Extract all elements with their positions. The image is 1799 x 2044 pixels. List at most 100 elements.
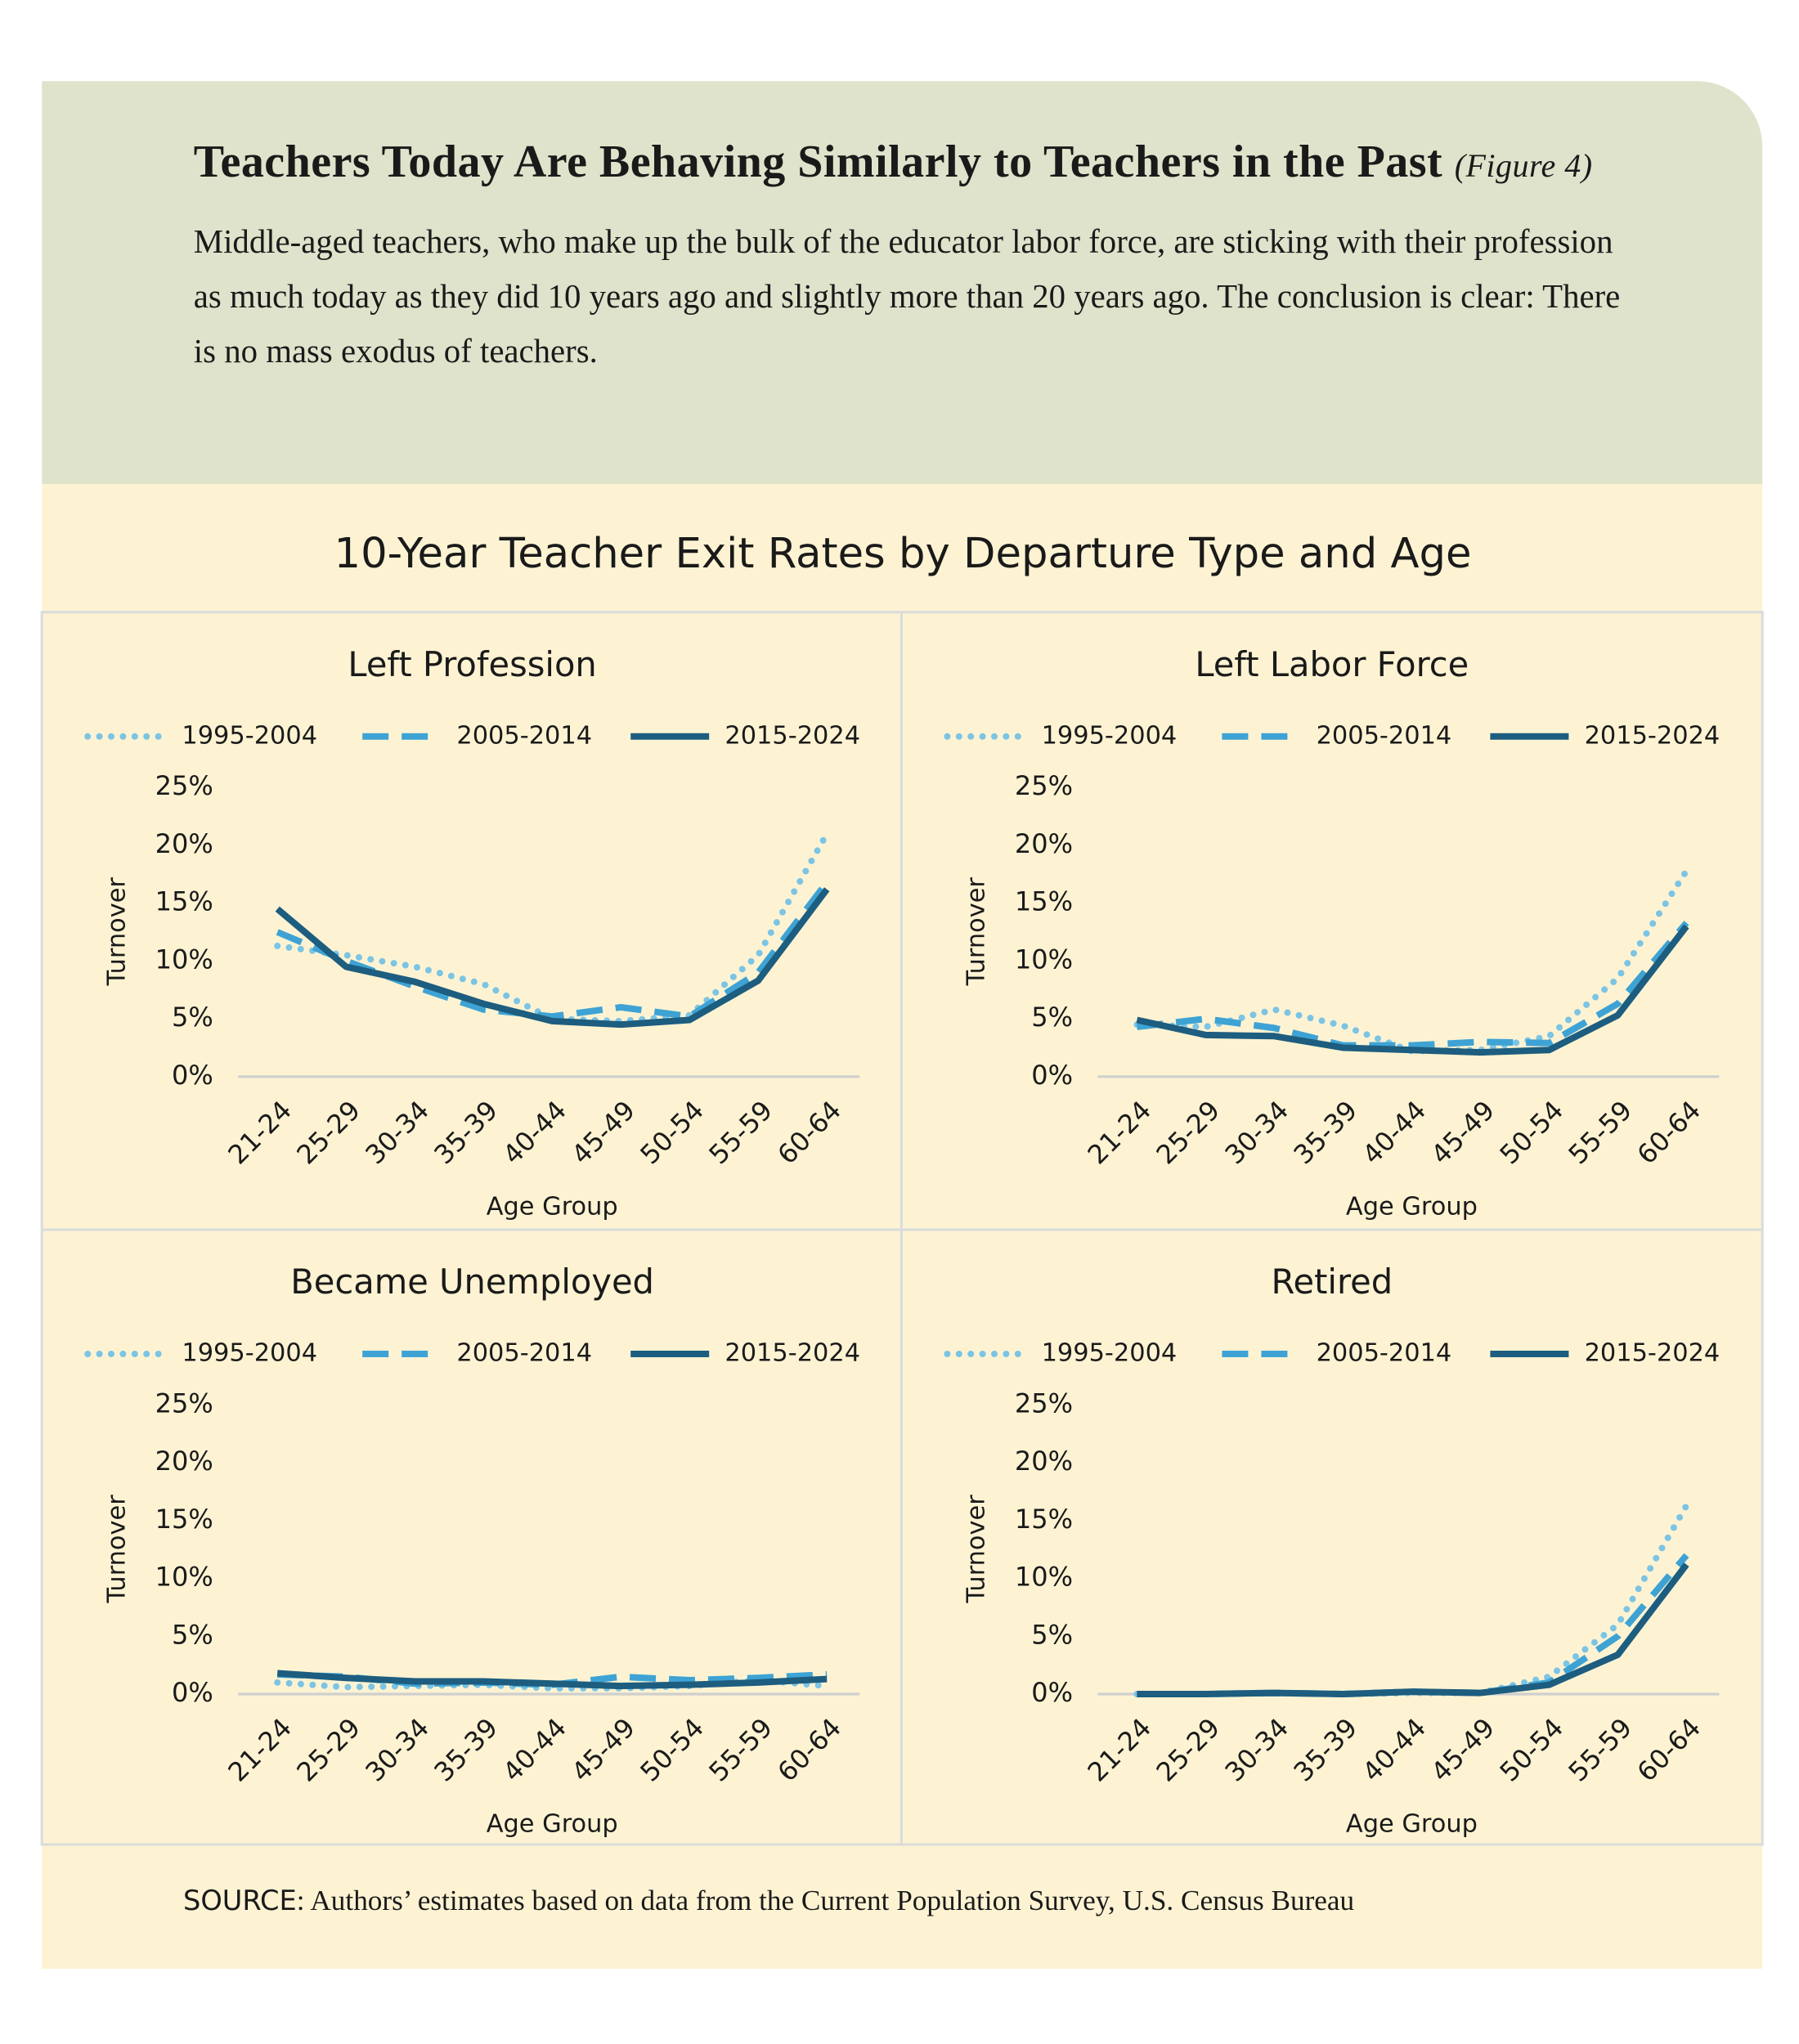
series-line bbox=[1137, 1562, 1689, 1698]
y-tick-label: 15% bbox=[155, 1504, 213, 1535]
x-tick-label: 60-64 bbox=[1631, 1095, 1707, 1171]
figure-title: 10-Year Teacher Exit Rates by Departure … bbox=[334, 529, 1472, 578]
y-tick-label: 10% bbox=[155, 1562, 213, 1593]
x-tick-label: 40-44 bbox=[496, 1712, 572, 1788]
legend-label: 1995-2004 bbox=[1042, 721, 1178, 750]
x-tick-label: 55-59 bbox=[1563, 1712, 1639, 1788]
y-tick-label: 25% bbox=[155, 1387, 213, 1419]
x-tick-label: 40-44 bbox=[496, 1095, 572, 1171]
x-tick-label: 21-24 bbox=[222, 1712, 298, 1788]
x-tick-label: 35-39 bbox=[1288, 1712, 1364, 1788]
x-tick-label: 30-34 bbox=[359, 1712, 435, 1788]
panel-title: Became Unemployed bbox=[290, 1262, 654, 1302]
panel: Left Labor Force 1995-2004 2005-2014 2015-2… bbox=[944, 644, 1720, 1221]
source-label: SOURCE bbox=[183, 1885, 297, 1916]
source: SOURCE: Authors’ estimates based on data… bbox=[183, 1884, 1354, 1918]
y-tick-label: 25% bbox=[155, 770, 213, 801]
x-tick-label: 25-29 bbox=[1151, 1095, 1227, 1171]
figure-label: (Figure 4) bbox=[1454, 149, 1593, 185]
y-tick-label: 5% bbox=[172, 1002, 213, 1033]
panel-title: Left Profession bbox=[348, 644, 596, 684]
x-tick-label: 55-59 bbox=[702, 1095, 778, 1171]
panel: Became Unemployed 1995-2004 2005-2014 2015-… bbox=[84, 1262, 860, 1839]
y-axis-title: Turnover bbox=[962, 877, 991, 987]
header: Teachers Today Are Behaving Similarly to… bbox=[42, 81, 1763, 484]
series-line bbox=[274, 830, 831, 1024]
y-tick-label: 20% bbox=[155, 1446, 213, 1477]
y-tick-label: 15% bbox=[1015, 1504, 1073, 1535]
series-line bbox=[1136, 921, 1689, 1049]
y-tick-label: 10% bbox=[155, 944, 213, 975]
panel-title: Left Labor Force bbox=[1195, 644, 1469, 684]
legend-label: 1995-2004 bbox=[182, 1339, 317, 1368]
legend-label: 2005-2014 bbox=[456, 721, 592, 750]
x-tick-label: 35-39 bbox=[428, 1095, 504, 1171]
x-tick-label: 50-54 bbox=[1494, 1712, 1570, 1788]
x-tick-label: 50-54 bbox=[1494, 1095, 1570, 1171]
y-tick-label: 15% bbox=[155, 886, 213, 917]
x-tick-label: 25-29 bbox=[1151, 1712, 1227, 1788]
y-axis-title: Turnover bbox=[103, 877, 132, 987]
x-tick-label: 55-59 bbox=[702, 1712, 778, 1788]
description: Middle-aged teachers, who make up the bu… bbox=[193, 222, 1621, 370]
x-tick-label: 40-44 bbox=[1357, 1095, 1433, 1171]
x-tick-label: 50-54 bbox=[634, 1095, 710, 1171]
series-line bbox=[276, 1670, 828, 1690]
x-tick-label: 35-39 bbox=[428, 1712, 504, 1788]
y-tick-label: 10% bbox=[1015, 1562, 1073, 1593]
legend-label: 2015-2024 bbox=[725, 721, 860, 750]
legend-label: 1995-2004 bbox=[182, 721, 317, 750]
x-tick-label: 45-49 bbox=[1425, 1712, 1501, 1788]
x-tick-label: 40-44 bbox=[1357, 1712, 1433, 1788]
y-tick-label: 25% bbox=[1015, 1387, 1073, 1419]
x-axis-title: Age Group bbox=[1346, 1810, 1478, 1839]
y-tick-label: 25% bbox=[1015, 770, 1073, 801]
headline: Teachers Today Are Behaving Similarly to… bbox=[194, 128, 1631, 202]
legend-label: 2015-2024 bbox=[725, 1339, 860, 1368]
y-tick-label: 0% bbox=[1031, 1060, 1073, 1091]
x-tick-label: 45-49 bbox=[565, 1095, 641, 1171]
y-tick-label: 15% bbox=[1015, 886, 1073, 917]
series-line bbox=[1136, 924, 1689, 1056]
y-tick-label: 20% bbox=[1015, 828, 1073, 859]
x-tick-label: 30-34 bbox=[1219, 1095, 1295, 1171]
legend-label: 1995-2004 bbox=[1042, 1339, 1178, 1368]
y-axis-title: Turnover bbox=[962, 1495, 991, 1604]
x-tick-label: 30-34 bbox=[1219, 1712, 1295, 1788]
y-tick-label: 5% bbox=[1031, 1619, 1073, 1650]
series-line bbox=[276, 880, 830, 1020]
series-line bbox=[1137, 1553, 1689, 1698]
x-tick-label: 60-64 bbox=[771, 1095, 847, 1171]
legend-label: 2015-2024 bbox=[1585, 1339, 1720, 1368]
x-tick-label: 25-29 bbox=[290, 1095, 366, 1171]
x-axis-title: Age Group bbox=[487, 1192, 618, 1221]
y-tick-label: 10% bbox=[1015, 944, 1073, 975]
panel: Left Profession 1995-2004 2005-2014 2015-20… bbox=[84, 644, 860, 1221]
y-tick-label: 20% bbox=[155, 828, 213, 859]
x-tick-label: 60-64 bbox=[1631, 1712, 1707, 1788]
x-axis-title: Age Group bbox=[487, 1810, 618, 1839]
series-line bbox=[1133, 1502, 1690, 1698]
x-tick-label: 25-29 bbox=[290, 1712, 366, 1788]
y-tick-label: 0% bbox=[1031, 1677, 1073, 1708]
y-tick-label: 5% bbox=[172, 1619, 213, 1650]
x-tick-label: 45-49 bbox=[565, 1712, 641, 1788]
y-tick-label: 20% bbox=[1015, 1446, 1073, 1477]
series-line bbox=[275, 887, 830, 1029]
panel-title: Retired bbox=[1271, 1262, 1393, 1302]
x-tick-label: 45-49 bbox=[1425, 1095, 1501, 1171]
y-tick-label: 0% bbox=[172, 1060, 213, 1091]
x-axis-title: Age Group bbox=[1346, 1192, 1478, 1221]
x-tick-label: 21-24 bbox=[1082, 1095, 1158, 1171]
y-tick-label: 5% bbox=[1031, 1002, 1073, 1033]
x-tick-label: 21-24 bbox=[1082, 1712, 1158, 1788]
legend-label: 2005-2014 bbox=[1317, 1339, 1452, 1368]
x-tick-label: 60-64 bbox=[771, 1712, 847, 1788]
panel: Retired 1995-2004 2005-2014 2015-2024 0% 5% 10… bbox=[944, 1262, 1720, 1839]
x-tick-label: 35-39 bbox=[1288, 1095, 1364, 1171]
legend-label: 2005-2014 bbox=[456, 1339, 592, 1368]
headline-text: Teachers Today Are Behaving Similarly to… bbox=[193, 136, 1443, 187]
legend-label: 2005-2014 bbox=[1317, 721, 1452, 750]
